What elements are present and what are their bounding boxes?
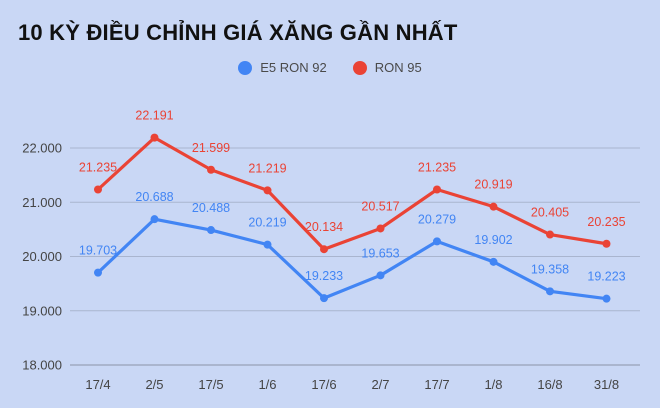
data-label-e5-ron-92: 19.653 [361, 246, 399, 260]
legend-item-e5-ron-92: E5 RON 92 [238, 60, 327, 75]
data-label-ron-95: 22.191 [135, 109, 173, 123]
data-point-ron-95 [376, 224, 385, 233]
data-point-ron-95 [150, 133, 159, 142]
data-label-ron-95: 20.517 [361, 199, 399, 213]
data-label-ron-95: 21.235 [418, 161, 456, 175]
x-tick-label: 16/8 [537, 377, 562, 392]
x-tick-label: 1/6 [258, 377, 276, 392]
data-label-ron-95: 20.405 [531, 206, 569, 220]
chart-legend: E5 RON 92 RON 95 [0, 60, 660, 75]
legend-label-ron-95: RON 95 [374, 60, 422, 75]
x-tick-label: 17/7 [424, 377, 449, 392]
legend-label-e5-ron-92: E5 RON 92 [260, 60, 327, 75]
data-point-e5-ron-92 [150, 215, 159, 224]
legend-marker-ron-95 [352, 60, 367, 75]
data-point-ron-95 [263, 186, 272, 195]
y-tick-label: 22.000 [22, 141, 62, 156]
x-tick-label: 17/6 [311, 377, 336, 392]
series-line-ron-95 [96, 136, 609, 251]
data-point-ron-95 [546, 230, 554, 239]
data-point-e5-ron-92 [263, 240, 272, 249]
data-label-e5-ron-92: 19.703 [79, 244, 117, 258]
data-point-e5-ron-92 [489, 257, 498, 266]
data-label-e5-ron-92: 20.688 [135, 190, 173, 204]
data-label-ron-95: 21.219 [248, 161, 286, 175]
y-tick-label: 19.000 [22, 303, 62, 318]
legend-marker-e5-ron-92 [238, 60, 253, 75]
x-tick-label: 2/5 [145, 377, 163, 392]
data-point-ron-95 [433, 185, 441, 194]
data-point-e5-ron-92 [320, 294, 328, 303]
x-tick-label: 17/4 [85, 377, 110, 392]
x-tick-label: 17/5 [198, 377, 223, 392]
data-label-ron-95: 20.134 [305, 220, 343, 234]
data-label-ron-95: 20.235 [587, 215, 625, 229]
x-tick-label: 2/7 [371, 377, 389, 392]
data-point-ron-95 [207, 165, 215, 174]
x-tick-label: 1/8 [484, 377, 502, 392]
y-tick-label: 20.000 [22, 249, 62, 264]
data-point-e5-ron-92 [546, 287, 554, 296]
data-label-e5-ron-92: 19.902 [474, 233, 512, 247]
x-tick-label: 31/8 [594, 377, 619, 392]
data-point-ron-95 [320, 245, 328, 254]
data-point-e5-ron-92 [207, 226, 215, 235]
data-point-ron-95 [489, 202, 498, 211]
data-point-e5-ron-92 [376, 271, 385, 280]
data-label-e5-ron-92: 19.358 [531, 262, 569, 276]
data-label-e5-ron-92: 20.488 [192, 201, 230, 215]
data-point-ron-95 [602, 239, 611, 248]
data-label-e5-ron-92: 20.219 [248, 216, 286, 230]
y-tick-label: 18.000 [22, 358, 62, 373]
data-point-e5-ron-92 [94, 268, 102, 277]
data-label-e5-ron-92: 20.279 [418, 212, 456, 226]
data-label-ron-95: 20.919 [474, 178, 512, 192]
data-label-ron-95: 21.599 [192, 141, 230, 155]
legend-item-ron-95: RON 95 [352, 60, 422, 75]
data-label-ron-95: 21.235 [79, 161, 117, 175]
data-label-e5-ron-92: 19.233 [305, 269, 343, 283]
series-line-e5-ron-92 [96, 217, 609, 301]
y-tick-label: 21.000 [22, 195, 62, 210]
data-label-e5-ron-92: 19.223 [587, 270, 625, 284]
data-point-e5-ron-92 [602, 294, 611, 303]
data-point-ron-95 [94, 185, 102, 194]
chart-title: 10 KỲ ĐIỀU CHỈNH GIÁ XĂNG GẦN NHẤT [18, 20, 458, 45]
data-point-e5-ron-92 [433, 237, 441, 246]
